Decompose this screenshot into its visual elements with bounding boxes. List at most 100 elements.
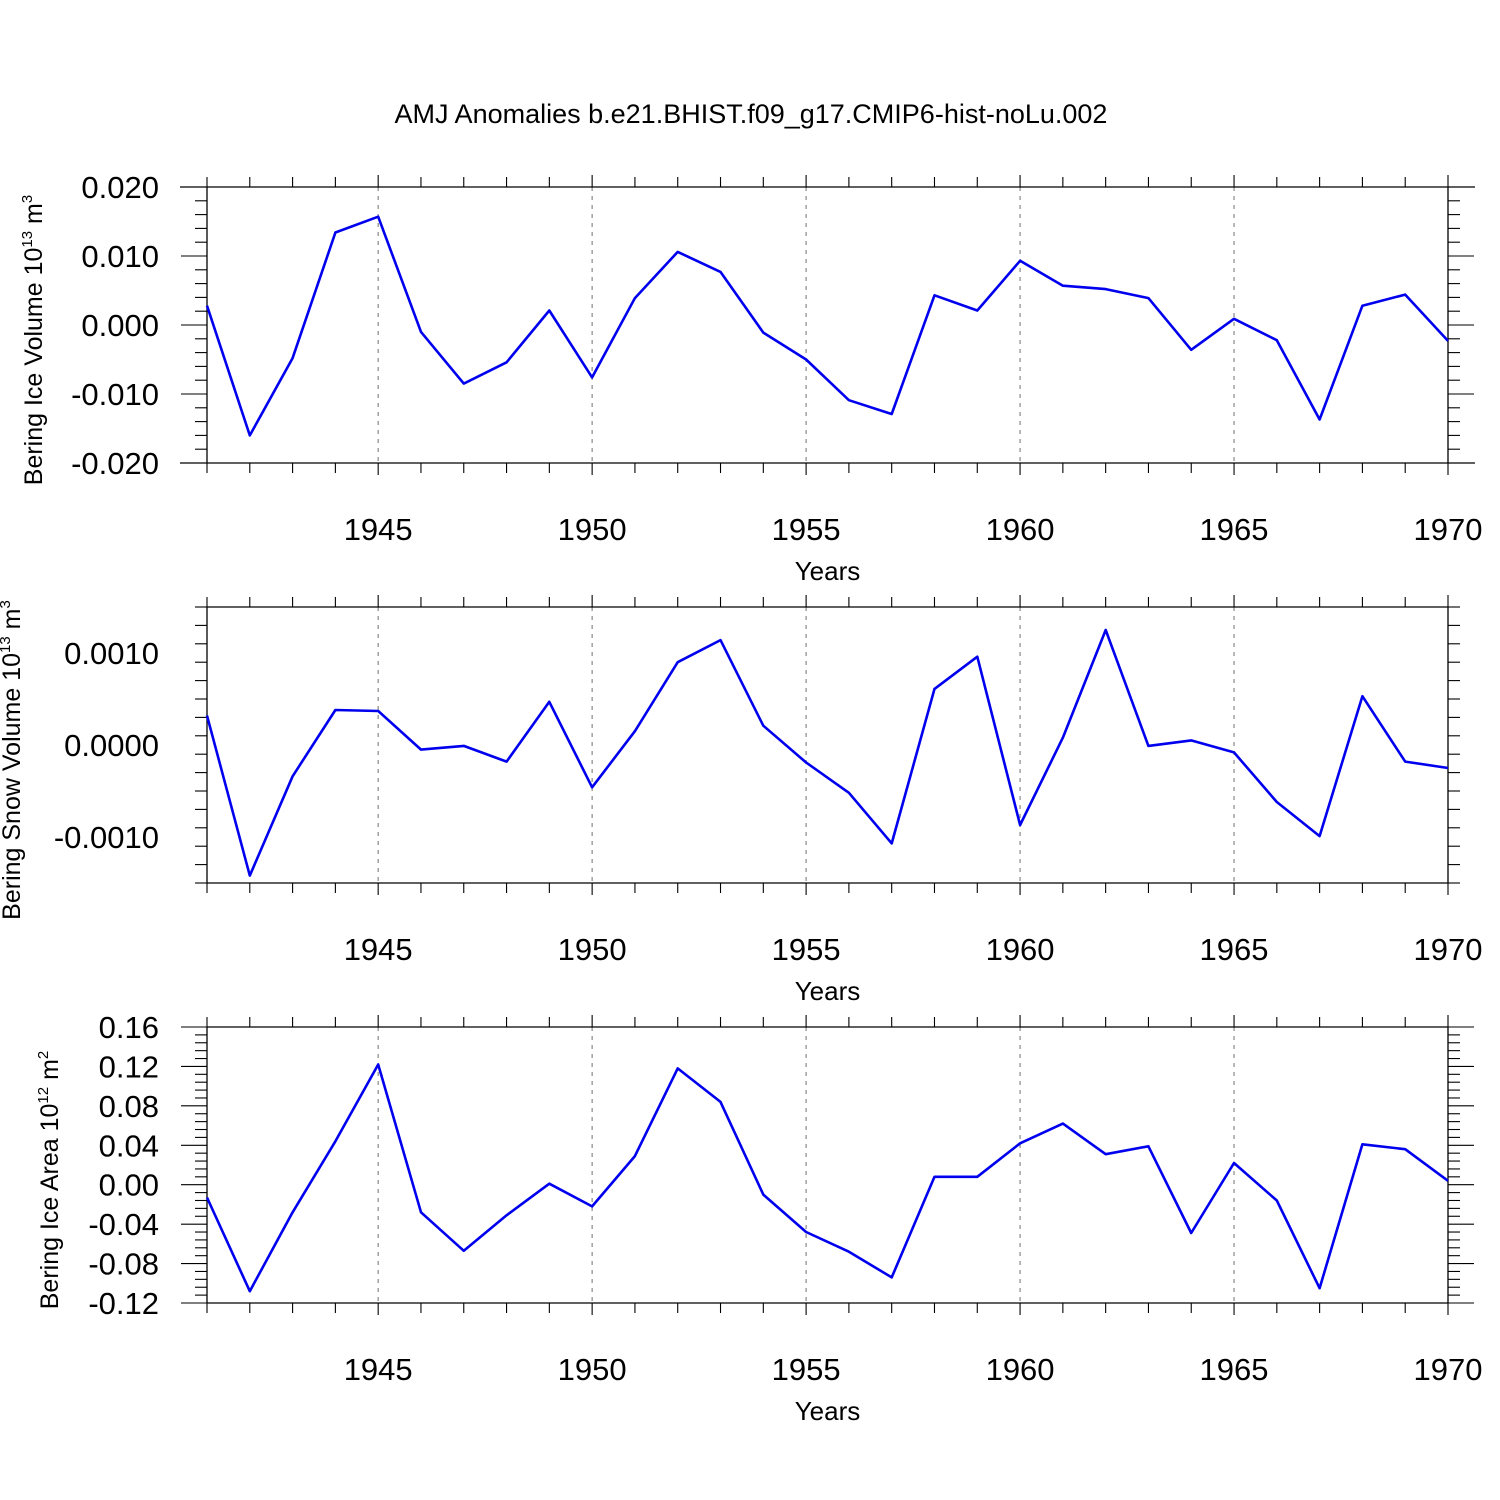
y-tick-label: -0.12 bbox=[88, 1286, 159, 1321]
x-tick-label: 1955 bbox=[772, 1352, 841, 1387]
x-tick-label: 1945 bbox=[344, 512, 413, 547]
data-point-1945 bbox=[376, 1062, 381, 1067]
data-point-1954 bbox=[761, 1192, 766, 1197]
y-axis-label-exponent: 13 bbox=[19, 231, 36, 248]
ice-volume-panel: -0.020 -0.010 0.000 0.010 0.020 1945 1950 1955 1… bbox=[19, 170, 1482, 586]
data-point-1949 bbox=[547, 699, 552, 704]
data-point-1960 bbox=[1018, 823, 1023, 828]
data-point-1942 bbox=[247, 1289, 252, 1294]
data-point-1942 bbox=[247, 873, 252, 878]
data-point-1944 bbox=[333, 230, 338, 235]
data-point-1944 bbox=[333, 1139, 338, 1144]
data-point-1957 bbox=[889, 412, 894, 417]
data-point-1946 bbox=[418, 1210, 423, 1215]
data-point-1949 bbox=[547, 1181, 552, 1186]
data-point-1953 bbox=[718, 638, 723, 643]
x-tick-label: 1970 bbox=[1414, 1352, 1483, 1387]
y-tick-label: 0.12 bbox=[99, 1049, 159, 1084]
data-point-1943 bbox=[290, 774, 295, 779]
y-axis-label-main: Bering Ice Volume 10 bbox=[20, 248, 48, 486]
data-point-1951 bbox=[632, 296, 637, 301]
data-point-1957 bbox=[889, 841, 894, 846]
data-point-1969 bbox=[1403, 1147, 1408, 1152]
data-point-1952 bbox=[675, 660, 680, 665]
data-point-1962 bbox=[1103, 628, 1108, 633]
data-point-1941 bbox=[205, 303, 210, 308]
x-tick-label: 1945 bbox=[344, 932, 413, 967]
x-tick-label: 1950 bbox=[558, 1352, 627, 1387]
x-tick-label: 1960 bbox=[986, 512, 1055, 547]
data-point-1950 bbox=[590, 375, 595, 380]
data-point-1968 bbox=[1360, 694, 1365, 699]
x-axis-label: Years bbox=[795, 976, 861, 1006]
data-point-1963 bbox=[1146, 296, 1151, 301]
x-tick-label: 1960 bbox=[986, 1352, 1055, 1387]
data-point-1954 bbox=[761, 330, 766, 335]
data-point-1948 bbox=[504, 1213, 509, 1218]
y-tick-label: 0.08 bbox=[99, 1089, 159, 1124]
data-point-1957 bbox=[889, 1275, 894, 1280]
y-axis-label-unit: m bbox=[0, 609, 26, 637]
data-point-1956 bbox=[846, 398, 851, 403]
ice-area-panel: -0.12 -0.08 -0.04 0.00 0.04 0.08 0.12 0.16 1945 1… bbox=[35, 1010, 1482, 1426]
x-tick-label: 1970 bbox=[1414, 932, 1483, 967]
figure-title: AMJ Anomalies b.e21.BHIST.f09_g17.CMIP6-… bbox=[395, 99, 1108, 129]
data-point-1952 bbox=[675, 249, 680, 254]
y-axis-label-unit-exponent: 2 bbox=[35, 1051, 52, 1059]
data-point-1967 bbox=[1317, 834, 1322, 839]
data-point-1965 bbox=[1232, 750, 1237, 755]
data-point-1959 bbox=[975, 1174, 980, 1179]
data-point-1947 bbox=[461, 1248, 466, 1253]
data-point-1963 bbox=[1146, 1144, 1151, 1149]
x-tick-label: 1945 bbox=[344, 1352, 413, 1387]
y-axis-label-main: Bering Snow Volume 10 bbox=[0, 653, 26, 920]
data-point-1958 bbox=[932, 293, 937, 298]
data-point-1949 bbox=[547, 308, 552, 313]
data-point-1951 bbox=[632, 1154, 637, 1159]
data-point-1945 bbox=[376, 214, 381, 219]
y-tick-label: 0.010 bbox=[81, 239, 159, 274]
data-point-1967 bbox=[1317, 417, 1322, 422]
y-tick-label: -0.08 bbox=[88, 1247, 159, 1282]
y-axis-label-unit: m bbox=[36, 1059, 64, 1087]
x-tick-label: 1955 bbox=[772, 932, 841, 967]
data-point-1964 bbox=[1189, 347, 1194, 352]
x-tick-label: 1950 bbox=[558, 932, 627, 967]
data-point-1966 bbox=[1274, 338, 1279, 343]
data-point-1963 bbox=[1146, 743, 1151, 748]
data-point-1961 bbox=[1060, 1121, 1065, 1126]
data-point-1941 bbox=[205, 713, 210, 718]
data-point-1967 bbox=[1317, 1286, 1322, 1291]
data-point-1951 bbox=[632, 729, 637, 734]
y-tick-label: -0.04 bbox=[88, 1207, 159, 1242]
data-point-1946 bbox=[418, 329, 423, 334]
data-point-1952 bbox=[675, 1066, 680, 1071]
data-point-1962 bbox=[1103, 287, 1108, 292]
data-point-1958 bbox=[932, 686, 937, 691]
x-tick-label: 1965 bbox=[1200, 932, 1269, 967]
data-point-1960 bbox=[1018, 258, 1023, 263]
y-tick-label: 0.04 bbox=[99, 1128, 159, 1163]
data-point-1944 bbox=[333, 708, 338, 713]
x-axis-label: Years bbox=[795, 556, 861, 586]
data-point-1970 bbox=[1446, 766, 1451, 771]
series-line bbox=[205, 1063, 1449, 1293]
x-axis-label: Years bbox=[795, 1396, 861, 1426]
y-tick-label: 0.00 bbox=[99, 1168, 159, 1203]
y-axis-label-unit-exponent: 3 bbox=[0, 600, 14, 608]
data-point-1956 bbox=[846, 1249, 851, 1254]
data-point-1941 bbox=[205, 1195, 210, 1200]
x-tick-label: 1950 bbox=[558, 512, 627, 547]
y-tick-label: 0.020 bbox=[81, 170, 159, 205]
x-tick-label: 1965 bbox=[1200, 512, 1269, 547]
data-point-1945 bbox=[376, 708, 381, 713]
data-point-1943 bbox=[290, 356, 295, 361]
data-point-1959 bbox=[975, 308, 980, 313]
y-tick-label: -0.010 bbox=[71, 377, 159, 412]
y-tick-label: 0.0000 bbox=[64, 728, 159, 763]
series-line bbox=[205, 628, 1449, 877]
data-point-1950 bbox=[590, 785, 595, 790]
data-point-1959 bbox=[975, 654, 980, 659]
data-point-1966 bbox=[1274, 800, 1279, 805]
data-point-1950 bbox=[590, 1204, 595, 1209]
